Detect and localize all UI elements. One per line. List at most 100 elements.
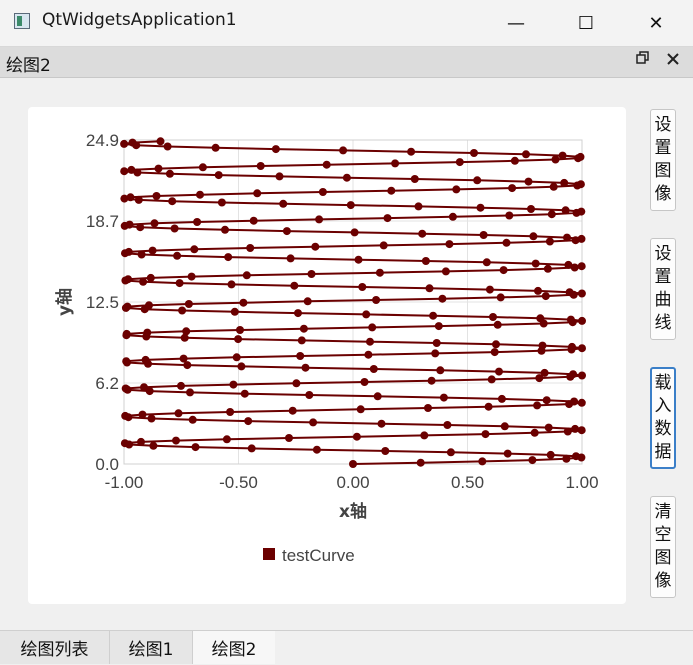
data-point	[576, 180, 585, 189]
data-point	[346, 201, 355, 210]
data-point	[354, 255, 363, 264]
data-point	[536, 314, 545, 323]
data-point	[120, 439, 129, 448]
data-point	[352, 432, 361, 441]
data-point	[439, 393, 448, 402]
legend-label: testCurve	[282, 546, 355, 565]
data-point	[505, 211, 514, 220]
y-axis-label: y轴	[54, 288, 75, 316]
data-point	[572, 452, 580, 461]
data-point	[237, 362, 246, 371]
data-point	[236, 326, 244, 334]
tab-plot2[interactable]: 绘图2	[193, 631, 275, 664]
data-point	[244, 417, 253, 426]
close-window-button[interactable]: ✕	[621, 0, 691, 46]
data-point	[436, 366, 445, 375]
data-point	[275, 172, 284, 181]
data-point	[534, 286, 542, 295]
data-point	[234, 335, 243, 344]
data-point	[226, 408, 235, 416]
load-data-button[interactable]: 载入数据	[650, 367, 676, 469]
data-point	[301, 363, 310, 372]
data-point	[294, 309, 302, 318]
clear-image-button[interactable]: 清空图像	[650, 496, 676, 598]
data-point	[379, 241, 388, 250]
data-point	[577, 234, 586, 243]
data-point	[490, 348, 499, 357]
data-point	[322, 160, 331, 169]
data-point	[541, 292, 550, 301]
data-point	[565, 288, 574, 297]
data-point	[224, 253, 233, 262]
data-point	[360, 378, 369, 386]
tab-plot1[interactable]: 绘图1	[110, 631, 193, 664]
data-point	[137, 437, 145, 446]
data-point	[578, 316, 586, 325]
dock-close-button[interactable]	[667, 51, 679, 69]
data-point	[154, 164, 163, 173]
data-point	[473, 176, 482, 185]
data-point	[141, 355, 150, 364]
data-point	[487, 375, 496, 384]
data-point	[533, 401, 542, 410]
dock-float-button[interactable]	[636, 51, 650, 69]
set-image-button[interactable]: 设置图像	[650, 109, 676, 211]
y-tick-label: 6.2	[95, 374, 119, 393]
data-point	[149, 441, 158, 450]
data-point	[434, 322, 443, 331]
data-point	[455, 158, 464, 167]
data-point	[339, 146, 348, 155]
data-point	[551, 155, 560, 164]
data-point	[524, 177, 533, 186]
minimize-button[interactable]: —	[481, 0, 551, 46]
y-tick-label: 0.0	[95, 455, 119, 474]
data-point	[246, 244, 255, 252]
minimize-icon: —	[507, 12, 525, 34]
x-tick-label: 0.00	[336, 473, 369, 492]
data-point	[544, 423, 553, 432]
data-point	[242, 271, 251, 280]
tab-plot-list[interactable]: 绘图列表	[0, 631, 110, 664]
data-point	[387, 186, 396, 195]
data-point	[438, 294, 447, 303]
data-point	[174, 409, 183, 418]
data-point	[479, 231, 488, 239]
data-point	[482, 258, 491, 267]
data-point	[366, 337, 374, 346]
data-point	[414, 202, 423, 211]
data-point	[222, 435, 231, 444]
data-point	[481, 430, 490, 439]
data-point	[187, 272, 196, 281]
data-point	[443, 421, 452, 429]
data-point	[446, 448, 455, 457]
data-point	[249, 216, 258, 225]
data-point	[571, 424, 580, 433]
data-point	[175, 279, 184, 288]
data-point	[184, 300, 193, 308]
data-point	[307, 270, 316, 278]
data-point	[563, 233, 571, 242]
data-point	[342, 173, 351, 182]
data-point	[286, 254, 295, 263]
data-point	[214, 171, 223, 180]
data-point	[424, 404, 432, 412]
data-point	[577, 262, 586, 271]
data-point	[547, 210, 556, 219]
data-point	[431, 349, 440, 358]
data-point	[136, 223, 145, 232]
data-point	[147, 414, 156, 423]
maximize-button[interactable]: ☐	[551, 0, 621, 46]
data-point	[349, 460, 357, 468]
data-point	[318, 188, 327, 196]
data-point	[305, 391, 314, 399]
data-point	[256, 162, 265, 170]
data-point	[496, 293, 505, 302]
data-point	[253, 189, 262, 198]
data-point	[288, 406, 297, 415]
data-point	[373, 392, 382, 401]
data-point	[377, 419, 386, 428]
data-point	[528, 456, 537, 465]
set-curve-button[interactable]: 设置曲线	[650, 238, 676, 340]
data-point	[441, 267, 450, 276]
data-point	[227, 280, 236, 289]
